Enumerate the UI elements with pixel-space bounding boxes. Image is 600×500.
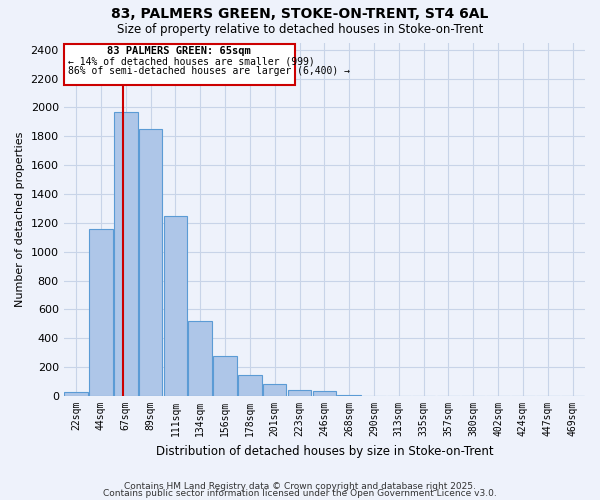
Bar — [114, 112, 137, 396]
Bar — [313, 390, 336, 396]
Text: Contains HM Land Registry data © Crown copyright and database right 2025.: Contains HM Land Registry data © Crown c… — [124, 482, 476, 491]
X-axis label: Distribution of detached houses by size in Stoke-on-Trent: Distribution of detached houses by size … — [155, 444, 493, 458]
Bar — [288, 390, 311, 396]
Text: Contains public sector information licensed under the Open Government Licence v3: Contains public sector information licen… — [103, 489, 497, 498]
Text: 86% of semi-detached houses are larger (6,400) →: 86% of semi-detached houses are larger (… — [68, 66, 350, 76]
Bar — [238, 374, 262, 396]
Text: ← 14% of detached houses are smaller (999): ← 14% of detached houses are smaller (99… — [68, 56, 314, 66]
Bar — [164, 216, 187, 396]
Text: 83 PALMERS GREEN: 65sqm: 83 PALMERS GREEN: 65sqm — [107, 46, 251, 56]
Text: 83, PALMERS GREEN, STOKE-ON-TRENT, ST4 6AL: 83, PALMERS GREEN, STOKE-ON-TRENT, ST4 6… — [112, 8, 488, 22]
Bar — [188, 321, 212, 396]
FancyBboxPatch shape — [64, 44, 295, 85]
Bar — [139, 129, 163, 396]
Bar — [89, 228, 113, 396]
Bar — [213, 356, 237, 396]
Y-axis label: Number of detached properties: Number of detached properties — [15, 132, 25, 307]
Text: Size of property relative to detached houses in Stoke-on-Trent: Size of property relative to detached ho… — [117, 22, 483, 36]
Bar — [64, 392, 88, 396]
Bar — [263, 384, 286, 396]
